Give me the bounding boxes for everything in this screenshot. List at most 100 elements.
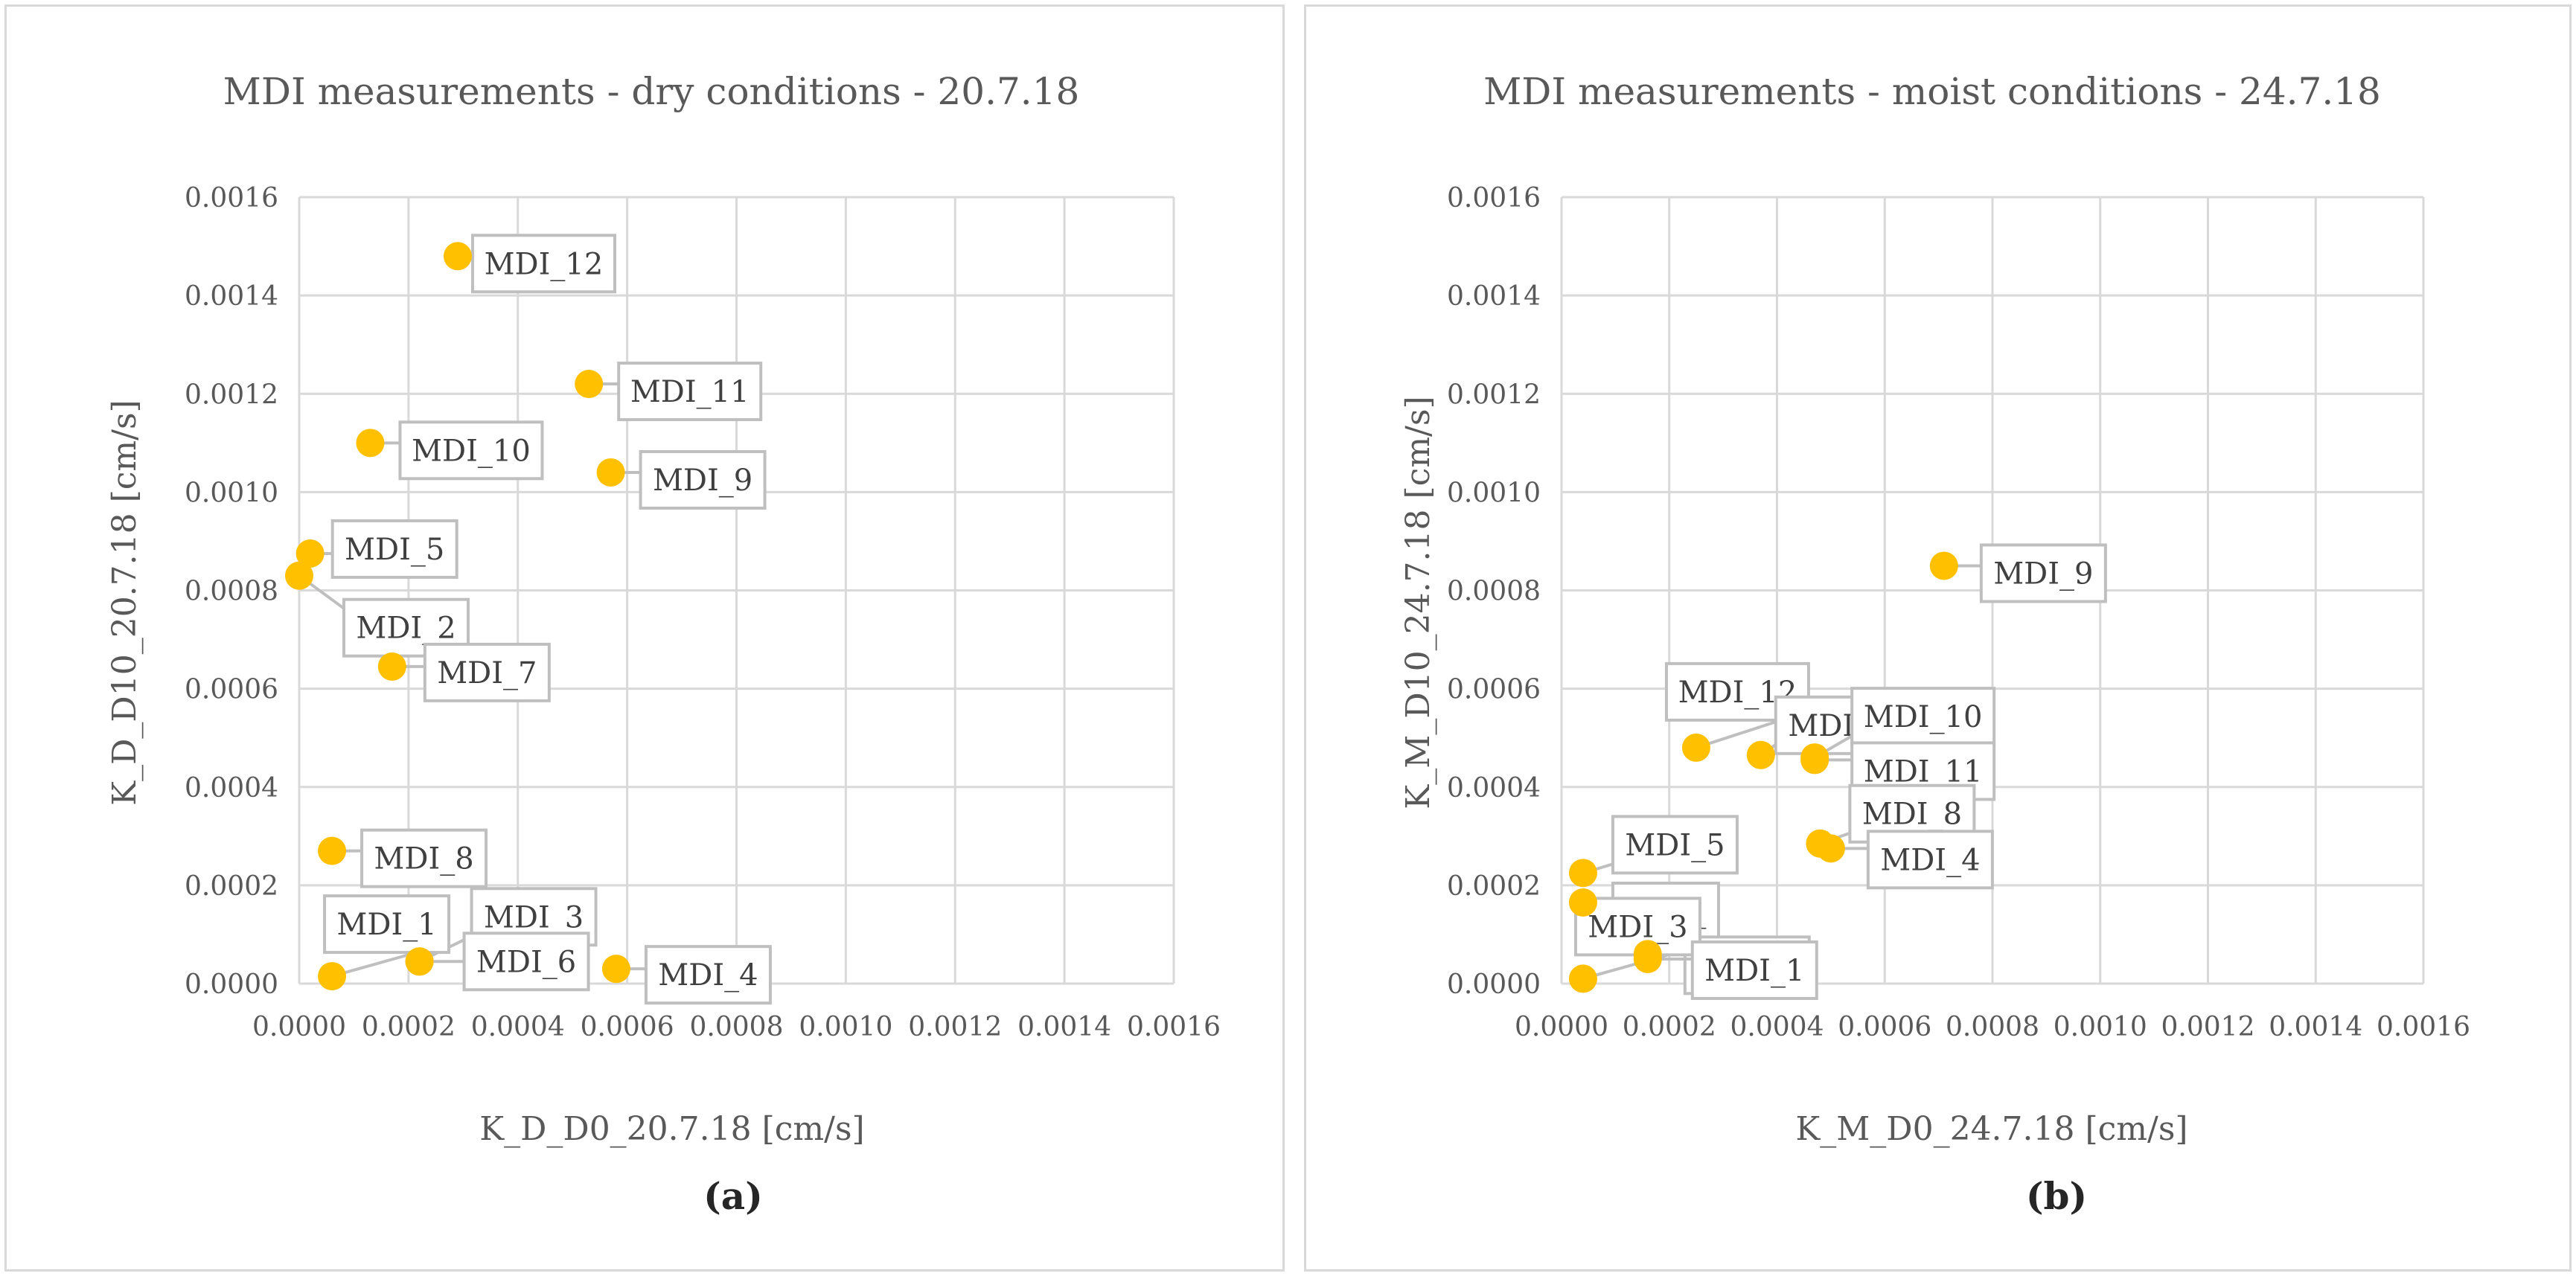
chart-title: MDI measurements - moist conditions - 24… <box>1483 70 2381 113</box>
x-tick-label: 0.0000 <box>1515 1012 1608 1042</box>
data-label-callout: MDI_9 <box>610 449 767 510</box>
chart-panel-b <box>1304 4 2572 1272</box>
chart-panel-a <box>4 4 1285 1272</box>
callout-box <box>360 828 488 888</box>
data-label-callout: MDI_6 <box>419 932 590 992</box>
scatter-chart-moist: MDI measurements - moist conditions - 24… <box>1399 70 2470 1218</box>
data-label-callout: MDI_2 <box>298 574 470 658</box>
data-label: MDI_2 <box>356 612 456 646</box>
data-labels: MDI_9MDI_12MDI_MDI_10MDI_11MDI_8MDI_4MDI… <box>1573 543 2107 1000</box>
data-label: MDI_8 <box>374 842 473 876</box>
data-label: MDI_12 <box>485 247 604 281</box>
data-label: MDI_10 <box>412 434 531 468</box>
data-label: MDI_4 <box>658 958 758 993</box>
x-tick-label: 0.0006 <box>1838 1012 1931 1042</box>
y-tick-label: 0.0016 <box>1447 183 1541 214</box>
scatter-point <box>318 836 347 865</box>
callout-box <box>1850 687 1996 747</box>
scatter-point <box>356 429 385 458</box>
data-label: MDI_7 <box>437 656 537 690</box>
x-tick-label: 0.0010 <box>2054 1012 2147 1042</box>
scatter-point <box>405 947 434 976</box>
scatter-point <box>1816 834 1845 863</box>
tick-labels: 0.0000 0.0002 0.0004 0.0006 0.0008 0.0010 0.00… <box>1447 183 2470 1042</box>
callout-box <box>639 449 767 510</box>
data-label-callout: MDI_5 <box>310 519 458 579</box>
y-tick-label: 0.0004 <box>1447 773 1541 804</box>
x-tick-label: 0.0004 <box>1730 1012 1824 1042</box>
data-label-callout: MDI_1 <box>323 894 451 978</box>
y-tick-label: 0.0002 <box>185 871 278 902</box>
scatter-point <box>377 652 406 681</box>
y-tick-label: 0.0014 <box>1447 281 1541 312</box>
scatter-point <box>1746 740 1775 769</box>
panel-caption-a: (a) <box>703 1174 763 1218</box>
x-tick-label: 0.0002 <box>362 1012 456 1042</box>
callout-box <box>644 945 772 1005</box>
scatter-point <box>443 242 472 271</box>
data-label: MDI_11 <box>630 375 750 409</box>
scatter-point <box>295 539 325 568</box>
y-tick-label: 0.0012 <box>1447 379 1541 410</box>
y-tick-label: 0.0010 <box>185 478 278 508</box>
scatter-point <box>1800 746 1829 775</box>
chart-title: MDI measurements - dry conditions - 20.7… <box>223 70 1080 113</box>
data-label-callout: MDI_12 <box>457 234 616 294</box>
x-tick-label: 0.0002 <box>1623 1012 1716 1042</box>
data-label-callout: MDI_4 <box>1830 830 1994 890</box>
data-points <box>285 242 630 991</box>
data-label-callout: MDI_5 <box>1582 815 1739 875</box>
y-tick-label: 0.0004 <box>185 773 278 804</box>
y-tick-label: 0.0014 <box>185 281 278 312</box>
data-points <box>1568 551 1958 993</box>
data-label: MDI_3 <box>484 900 584 934</box>
x-tick-label: 0.0016 <box>2377 1012 2470 1042</box>
y-tick-label: 0.0006 <box>185 675 278 705</box>
data-label: MDI_4 <box>1880 843 1980 877</box>
data-label: MDI_1 <box>1704 954 1804 988</box>
callout-box <box>323 894 451 955</box>
panel-caption-b: (b) <box>2026 1174 2087 1218</box>
x-tick-label: 0.0008 <box>690 1012 784 1042</box>
scatter-point <box>1568 859 1597 888</box>
data-label: MDI_10 <box>1864 700 1983 734</box>
scatter-point <box>285 561 313 590</box>
y-tick-label: 0.0000 <box>1447 969 1541 1000</box>
data-label: MDI_8 <box>1862 798 1962 832</box>
x-tick-label: 0.0000 <box>252 1012 346 1042</box>
y-tick-label: 0.0016 <box>185 183 278 214</box>
callout-box <box>330 519 458 579</box>
callout-box <box>423 642 551 702</box>
gridlines <box>298 196 1175 985</box>
scatter-point <box>1568 964 1597 993</box>
scatter-point <box>575 370 604 399</box>
callout-box <box>1611 815 1739 875</box>
data-labels: MDI_12 MDI_11 MDI_10 MDI_9 MDI_5 MDI_2 MDI_7 MD… <box>298 234 772 1005</box>
data-label: MDI_5 <box>345 533 444 567</box>
data-label: MDI_5 <box>1625 828 1725 862</box>
data-label-callout: MDI_10 <box>1814 687 1996 759</box>
data-label-callout: MDI_4 <box>616 945 772 1005</box>
data-label-callout: MDI_8 <box>332 828 488 888</box>
data-label: MDI_3 <box>1588 910 1687 944</box>
scatter-point <box>601 955 630 984</box>
callout-box <box>342 597 470 658</box>
y-tick-label: 0.0010 <box>1447 478 1541 508</box>
x-tick-label: 0.0010 <box>799 1012 892 1042</box>
callout-box <box>1979 543 2107 603</box>
callout-box <box>398 420 544 481</box>
y-tick-label: 0.0012 <box>185 379 278 410</box>
scatter-point <box>1929 551 1958 580</box>
scatter-chart-dry: MDI measurements - dry conditions - 20.7… <box>106 70 1221 1218</box>
tick-labels: 0.0000 0.0002 0.0004 0.0006 0.0008 0.0010 0.00… <box>185 183 1221 1042</box>
data-label-callout: MDI_7 <box>391 642 551 702</box>
y-tick-label: 0.0000 <box>185 969 278 1000</box>
y-axis-title: K_D_D10_20.7.18 [cm/s] <box>106 400 144 805</box>
data-label: MDI_1 <box>336 908 436 942</box>
y-axis-title: K_M_D10_24.7.18 [cm/s] <box>1399 396 1437 809</box>
x-tick-label: 0.0006 <box>581 1012 674 1042</box>
x-tick-label: 0.0016 <box>1127 1012 1221 1042</box>
scatter-point <box>1633 944 1662 973</box>
y-tick-label: 0.0008 <box>1447 577 1541 607</box>
scatter-point <box>596 458 625 487</box>
